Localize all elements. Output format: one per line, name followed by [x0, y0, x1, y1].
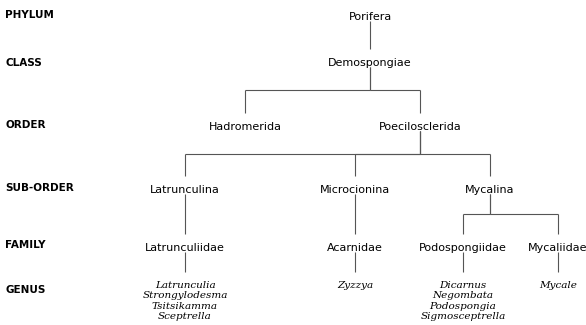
Text: Mycaliidae: Mycaliidae [528, 243, 586, 253]
Text: Demospongiae: Demospongiae [328, 58, 412, 68]
Text: Poecilosclerida: Poecilosclerida [379, 122, 461, 132]
Text: CLASS: CLASS [5, 58, 42, 68]
Text: Latrunculiidae: Latrunculiidae [145, 243, 225, 253]
Text: Podospongiidae: Podospongiidae [419, 243, 507, 253]
Text: Acarnidae: Acarnidae [327, 243, 383, 253]
Text: Mycalina: Mycalina [465, 185, 515, 195]
Text: Latrunculina: Latrunculina [150, 185, 220, 195]
Text: Dicarnus
Negombata
Podospongia
Sigmosceptrella: Dicarnus Negombata Podospongia Sigmoscep… [420, 281, 506, 321]
Text: GENUS: GENUS [5, 285, 45, 295]
Text: SUB-ORDER: SUB-ORDER [5, 183, 74, 193]
Text: Porifera: Porifera [348, 12, 391, 22]
Text: FAMILY: FAMILY [5, 240, 46, 250]
Text: Latrunculia
Strongylodesma
Tsitsikamma
Sceptrella: Latrunculia Strongylodesma Tsitsikamma S… [142, 281, 228, 321]
Text: Hadromerida: Hadromerida [209, 122, 281, 132]
Text: Microcionina: Microcionina [320, 185, 390, 195]
Text: ORDER: ORDER [5, 120, 46, 130]
Text: Zyzzya: Zyzzya [337, 281, 373, 290]
Text: Mycale: Mycale [539, 281, 577, 290]
Text: PHYLUM: PHYLUM [5, 10, 54, 20]
